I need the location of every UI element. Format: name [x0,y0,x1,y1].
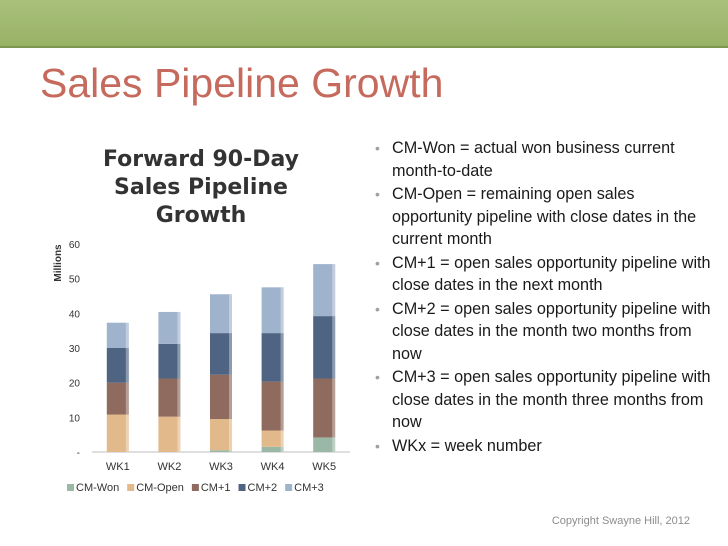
x-tick-label: WK1 [106,461,130,473]
legend-label: CM+2 [248,482,278,494]
bullet-dot-icon: • [375,254,380,271]
bar-shade [229,450,232,452]
bar-shade [177,311,181,344]
bar-segment [313,264,336,317]
bullet-dot-icon: • [375,437,380,454]
bar-segment [261,333,284,382]
slide-title: Sales Pipeline Growth [40,60,444,106]
bar-shade [177,416,181,452]
y-tick-label: 60 [69,240,81,251]
bullet-dot-icon: • [375,300,380,317]
y-tick-label: - [77,448,80,459]
bullet-text: CM-Open = remaining open sales opportuni… [392,185,697,248]
x-tick-label: WK3 [209,461,233,473]
bullet-text: CM+1 = open sales opportunity pipeline w… [392,253,711,295]
bar-shade [229,333,232,375]
bar-shade [332,316,336,379]
bar-shade [229,294,232,334]
bar-shade [332,264,336,317]
bar-segment [158,311,181,344]
bar-segment [106,414,129,452]
bar-segment [261,287,284,334]
bar-segment [210,419,232,451]
legend-label: CM+1 [201,482,231,494]
legend-swatch [191,484,199,491]
header-divider [0,46,728,48]
bullet-text: CM-Won = actual won business current mon… [392,139,675,180]
bar-segment [106,322,129,348]
legend-label: CM-Won [76,482,119,494]
y-tick-label: 40 [69,309,81,320]
bullet-cm-plus-1: • CM+1 = open sales opportunity pipeline … [375,252,715,297]
bar-segment [106,382,129,415]
bar-segment [261,381,284,431]
bar-shade [177,343,181,379]
y-tick-label: 50 [69,275,81,286]
bar-segment [158,416,181,452]
bullet-dot-icon: • [375,369,380,385]
bar-segment [210,294,232,334]
bullet-cm-plus-2: • CM+2 = open sales opportunity pipeline … [375,298,715,366]
bar-shade [229,419,232,451]
bar-segment [158,343,181,379]
bar-segment [158,378,181,417]
bar-shade [280,381,284,431]
bullet-dot-icon: • [375,186,380,202]
bar-segment [106,348,129,383]
y-tick-label: 30 [69,344,81,355]
legend-label: CM+3 [294,482,324,494]
bar-shade [332,378,336,438]
copyright-text: Copyright Swayne Hill, 2012 [551,515,690,527]
bullet-cm-open: • CM-Open = remaining open sales opportun… [375,183,715,251]
x-tick-label: WK2 [157,461,181,473]
header-band [0,0,728,46]
bar-shade [125,382,129,415]
bar-shade [332,437,336,452]
chart-title: Forward 90-Day Sales Pipeline Growth [102,147,300,228]
bar-segment [210,450,232,452]
bar-shade [125,414,129,452]
bullet-cm-plus-3: • CM+3 = open sales opportunity pipeline … [375,366,715,434]
bullet-text: CM+3 = open sales opportunity pipeline w… [392,368,711,431]
bar-shade [280,287,284,334]
bullet-text: CM+2 = open sales opportunity pipeline w… [392,299,711,363]
bar-segment [210,374,232,420]
bar-segment [313,437,336,452]
y-tick-label: 20 [69,379,81,390]
bar-shade [125,322,129,348]
bar-segment [313,316,336,379]
bar-shade [280,446,284,452]
bullet-dot-icon: • [375,140,380,156]
definition-list: • CM-Won = actual won business current mo… [375,137,715,458]
x-tick-label: WK5 [312,461,336,473]
bar-segment [261,430,284,447]
stacked-bar-chart: - 10 20 30 40 50 60 Millions WK1 WK2 WK3 WK4 WK5 CM-W… [53,240,350,494]
bar-shade [229,374,232,420]
legend-swatch [238,484,246,491]
bullet-cm-won: • CM-Won = actual won business current mo… [375,137,715,182]
bar-shade [280,333,284,382]
x-tick-label: WK4 [261,461,285,473]
bar-shade [125,348,129,383]
bar-segment [210,333,232,375]
bar-shade [280,430,284,447]
legend-label: CM-Open [136,482,184,494]
legend-swatch [127,484,135,491]
bar-segment [261,446,284,452]
bar-segment [313,378,336,438]
y-tick-label: 10 [69,413,81,424]
bullet-wkx: • WKx = week number [375,435,715,458]
y-axis-label: Millions [53,244,64,282]
bullet-text: WKx = week number [392,436,542,455]
legend-swatch [67,484,74,491]
legend-swatch [285,484,293,491]
bar-shade [177,378,181,417]
